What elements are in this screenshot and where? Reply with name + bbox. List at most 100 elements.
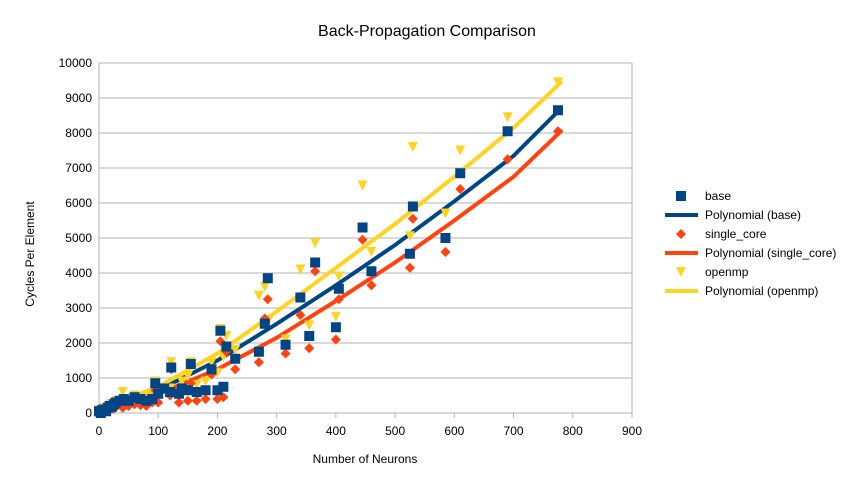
point-base [159,383,170,394]
point-base [173,388,184,399]
x-tick-label: 100 [148,424,168,438]
point-single_core [280,348,291,359]
point-single_core [366,280,377,291]
point-openmp [407,142,418,152]
point-single_core [253,357,264,368]
legend-label: Polynomial (openmp) [705,284,818,298]
point-base [200,385,211,396]
y-tick-label: 1000 [65,371,92,385]
y-tick-label: 10000 [59,56,93,70]
point-base [404,248,415,259]
legend-marker [676,229,686,239]
x-tick-label: 300 [267,424,287,438]
y-axis-label: Cycles Per Element [23,201,37,307]
point-single_core [310,266,321,277]
point-base [280,339,291,350]
x-tick-label: 600 [444,424,464,438]
point-single_core [357,234,368,245]
point-openmp [182,371,193,382]
legend-label: openmp [705,265,749,279]
point-single_core [262,294,273,305]
x-tick-label: 700 [504,424,524,438]
point-openmp [176,376,187,387]
x-tick-label: 200 [207,424,227,438]
x-axis-label: Number of Neurons [313,452,418,466]
point-single_core [330,334,341,345]
point-base [129,392,140,403]
y-tick-label: 3000 [65,301,92,315]
point-single_core [295,310,306,320]
point-base [502,126,513,137]
legend-marker [676,191,686,201]
legend-label: Polynomial (base) [705,208,801,222]
legend: base Polynomial (base) single_core Polynomi… [665,189,836,298]
point-base [304,331,315,341]
point-base [150,378,161,389]
point-base [206,364,217,375]
trendline-2 [97,80,563,412]
point-single_core [455,184,466,194]
point-single_core [440,247,451,257]
point-base [185,359,196,369]
point-base [259,318,270,329]
point-base [212,385,223,396]
point-openmp [117,387,128,397]
point-base [176,383,187,394]
legend-label: Polynomial (single_core) [705,246,836,260]
point-openmp [206,357,217,368]
point-openmp [357,180,368,191]
point-openmp [333,271,344,282]
point-base [215,325,226,336]
point-base [141,395,152,406]
tick-labels: 0100020003000400050006000700080009000100… [59,56,643,438]
point-base [230,353,241,364]
x-tick-label: 0 [96,424,103,438]
point-base [295,292,306,303]
point-base [310,257,321,268]
point-base [218,381,229,392]
data-points [94,77,563,418]
point-openmp [330,311,341,322]
point-openmp [280,334,291,345]
point-base [165,387,176,397]
point-openmp [230,345,241,355]
x-tick-label: 900 [622,424,642,438]
y-tick-label: 6000 [65,196,92,210]
point-single_core [502,154,513,165]
point-openmp [295,264,306,275]
y-tick-label: 8000 [65,126,92,140]
point-base [253,346,264,357]
point-openmp [200,376,211,387]
point-openmp [304,320,315,331]
point-single_core [182,395,193,406]
point-single_core [333,294,344,305]
point-base [455,168,466,179]
legend-label: base [705,189,731,203]
point-base [366,266,377,277]
point-base [552,105,563,116]
point-base [440,233,451,243]
point-base [135,394,146,404]
point-single_core [552,126,563,137]
point-base [407,201,418,212]
y-tick-label: 5000 [65,231,92,245]
point-openmp [455,145,466,156]
y-tick-label: 0 [85,406,92,420]
point-base [153,388,164,399]
point-single_core [230,364,241,375]
point-base [166,362,177,373]
y-tick-label: 2000 [65,336,92,350]
point-openmp [253,290,264,301]
point-openmp [502,112,513,123]
point-single_core [173,397,184,408]
point-base [147,394,158,404]
x-tick-label: 400 [326,424,346,438]
point-base [357,222,368,233]
legend-label: single_core [705,227,767,241]
point-base [191,387,202,397]
point-base [182,385,193,396]
y-tick-label: 9000 [65,91,92,105]
point-base [333,283,344,294]
point-base [262,273,273,284]
